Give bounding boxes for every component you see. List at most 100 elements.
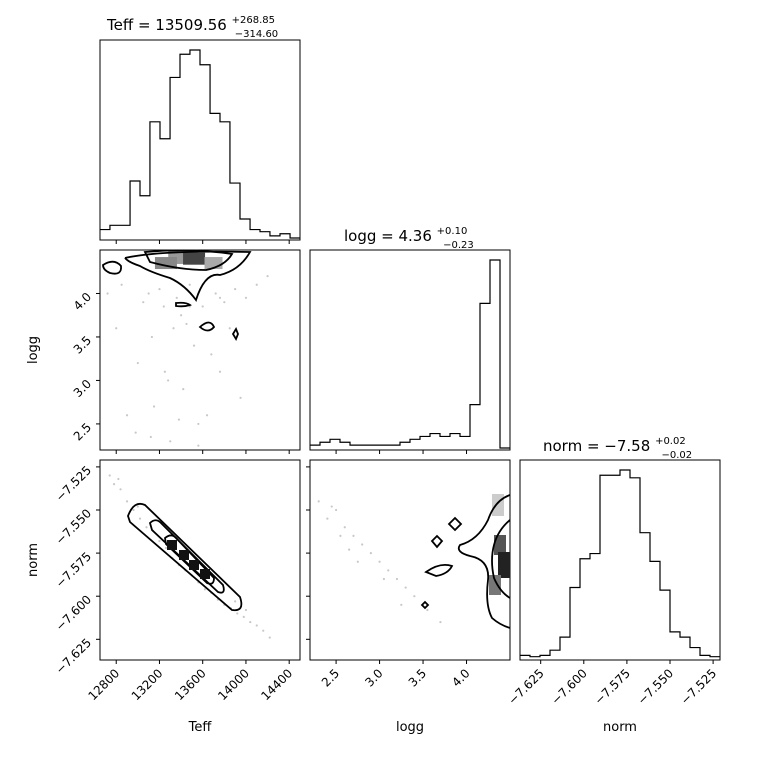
logg-norm-sample bbox=[343, 526, 346, 529]
teff-logg-sample bbox=[182, 388, 185, 391]
teff-logg-sample bbox=[188, 283, 191, 286]
logg-norm-contour bbox=[457, 494, 511, 629]
title-teff-upper: +268.85 bbox=[232, 15, 275, 26]
teff-logg-sample bbox=[149, 435, 152, 439]
y-tick-label-logg: 4.0 bbox=[71, 290, 94, 313]
logg-norm-sample bbox=[339, 534, 342, 537]
logg-norm-sample bbox=[378, 560, 381, 563]
teff-logg-sample bbox=[228, 327, 231, 330]
teff-norm-sample bbox=[132, 508, 135, 512]
title-logg-label: logg = 4.36 bbox=[344, 227, 432, 245]
teff-norm-density bbox=[200, 569, 210, 579]
teff-logg-sample bbox=[205, 414, 209, 417]
title-teff-label: Teff = 13509.56 bbox=[106, 16, 227, 34]
teff-norm-sample bbox=[136, 505, 139, 508]
teff-logg-contour bbox=[231, 326, 239, 342]
teff-logg-sample bbox=[234, 288, 237, 291]
xlabel-logg: logg bbox=[396, 720, 424, 735]
x-tick-label-norm: −7.575 bbox=[592, 666, 633, 707]
logg-norm-sample bbox=[361, 543, 364, 546]
teff-norm-sample bbox=[234, 600, 237, 603]
norm-hist-line bbox=[520, 469, 720, 658]
logg-norm-contour bbox=[430, 534, 444, 549]
teff-norm-sample bbox=[125, 500, 129, 503]
x-tick-label-logg: 3.0 bbox=[362, 666, 385, 689]
teff-logg-sample bbox=[163, 370, 166, 373]
teff-norm-density bbox=[167, 540, 177, 550]
teff-logg-sample bbox=[169, 440, 172, 443]
teff-logg-sample bbox=[218, 370, 222, 373]
teff-logg-sample bbox=[218, 296, 222, 299]
teff-norm-sample bbox=[164, 546, 168, 550]
teff-logg-contour bbox=[102, 260, 122, 275]
title-logg-lower: −0.23 bbox=[443, 240, 474, 251]
teff-logg-sample bbox=[201, 305, 204, 308]
title-logg: logg = 4.36 +0.10 −0.23 bbox=[344, 220, 474, 251]
teff-logg-sample bbox=[115, 327, 118, 330]
teff-logg-sample bbox=[106, 292, 109, 295]
logg-norm-sample bbox=[400, 603, 403, 606]
logg-norm-sample bbox=[348, 548, 351, 551]
teff-logg-density bbox=[183, 252, 206, 265]
title-norm: norm = −7.58 +0.02 −0.02 bbox=[543, 430, 692, 461]
logg-norm-sample bbox=[395, 577, 399, 581]
title-logg-upper: +0.10 bbox=[437, 226, 468, 237]
teff-logg-sample bbox=[244, 296, 248, 299]
norm-hist-frame bbox=[519, 459, 721, 661]
teff-logg-sample bbox=[214, 292, 217, 295]
logg-norm-density bbox=[492, 494, 504, 516]
logg-norm-sample bbox=[413, 595, 416, 598]
logg-norm-contour bbox=[447, 516, 463, 532]
teff-logg-frame bbox=[99, 249, 301, 451]
teff-logg-sample bbox=[158, 288, 161, 291]
logg-hist-frame bbox=[309, 249, 511, 451]
x-tick-label-teff: 12800 bbox=[85, 666, 122, 703]
logg-norm-sample bbox=[334, 508, 338, 512]
title-teff: Teff = 13509.56 +268.85 −314.60 bbox=[106, 9, 280, 40]
teff-norm-sample bbox=[244, 608, 248, 612]
teff-norm-sample bbox=[262, 629, 265, 632]
teff-logg-sample bbox=[167, 379, 170, 382]
x-tick-label-teff: 13200 bbox=[129, 666, 166, 703]
logg-norm-sample bbox=[404, 586, 407, 589]
teff-norm-sample bbox=[158, 539, 161, 543]
logg-norm-sample bbox=[382, 577, 386, 581]
teff-norm-contour bbox=[148, 519, 225, 594]
teff-logg-sample bbox=[185, 322, 188, 326]
y-tick-label-logg: 2.5 bbox=[71, 420, 94, 443]
panel-norm-histogram: −7.625 −7.600 −7.575 −7.550 −7.525 bbox=[506, 459, 721, 708]
logg-norm-sample bbox=[330, 505, 333, 508]
logg-norm-sample bbox=[326, 517, 329, 520]
x-tick-label-logg: 2.5 bbox=[319, 666, 342, 689]
teff-logg-contour bbox=[143, 249, 234, 271]
teff-logg-sample bbox=[197, 422, 200, 426]
title-norm-label: norm = −7.58 bbox=[543, 437, 650, 455]
teff-logg-sample bbox=[192, 344, 196, 347]
teff-logg-sample bbox=[147, 292, 150, 295]
teff-logg-sample bbox=[120, 283, 123, 286]
teff-logg-sample bbox=[142, 301, 145, 304]
teff-norm-density bbox=[179, 550, 189, 560]
y-tick-label-norm: −7.550 bbox=[53, 506, 94, 547]
x-tick-label-norm: −7.600 bbox=[549, 666, 590, 707]
y-tick-label-norm: −7.600 bbox=[53, 592, 94, 633]
teff-logg-contour bbox=[175, 301, 192, 308]
logg-norm-sample bbox=[352, 534, 355, 537]
panel-teff-histogram bbox=[99, 39, 301, 244]
x-tick-label-norm: −7.525 bbox=[678, 666, 719, 707]
panel-logg-norm: 2.5 3.0 3.5 4.0 bbox=[306, 459, 511, 690]
logg-norm-density bbox=[498, 552, 510, 578]
title-norm-lower: −0.02 bbox=[662, 450, 693, 461]
y-tick-label-norm: −7.625 bbox=[53, 636, 94, 677]
teff-norm-contour bbox=[127, 502, 243, 612]
x-tick-label-logg: 3.5 bbox=[406, 666, 429, 689]
x-tick-label-teff: 13600 bbox=[172, 666, 209, 703]
title-norm-upper: +0.02 bbox=[655, 436, 686, 447]
teff-norm-sample bbox=[112, 483, 116, 486]
xlabel-norm: norm bbox=[603, 720, 637, 735]
xlabel-teff: Teff bbox=[188, 720, 213, 735]
x-tick-label-norm: −7.625 bbox=[506, 666, 547, 707]
teff-norm-sample bbox=[236, 612, 239, 615]
ylabel-logg: logg bbox=[26, 336, 41, 364]
